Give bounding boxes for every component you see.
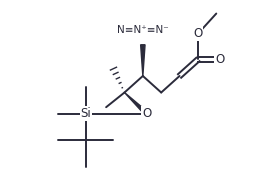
Text: O: O <box>215 53 225 66</box>
Text: N≡N⁺≡N⁻: N≡N⁺≡N⁻ <box>117 25 169 35</box>
Text: Si: Si <box>80 107 91 120</box>
Text: O: O <box>193 27 202 40</box>
Polygon shape <box>141 45 145 76</box>
Polygon shape <box>124 92 148 115</box>
Text: O: O <box>142 107 151 120</box>
